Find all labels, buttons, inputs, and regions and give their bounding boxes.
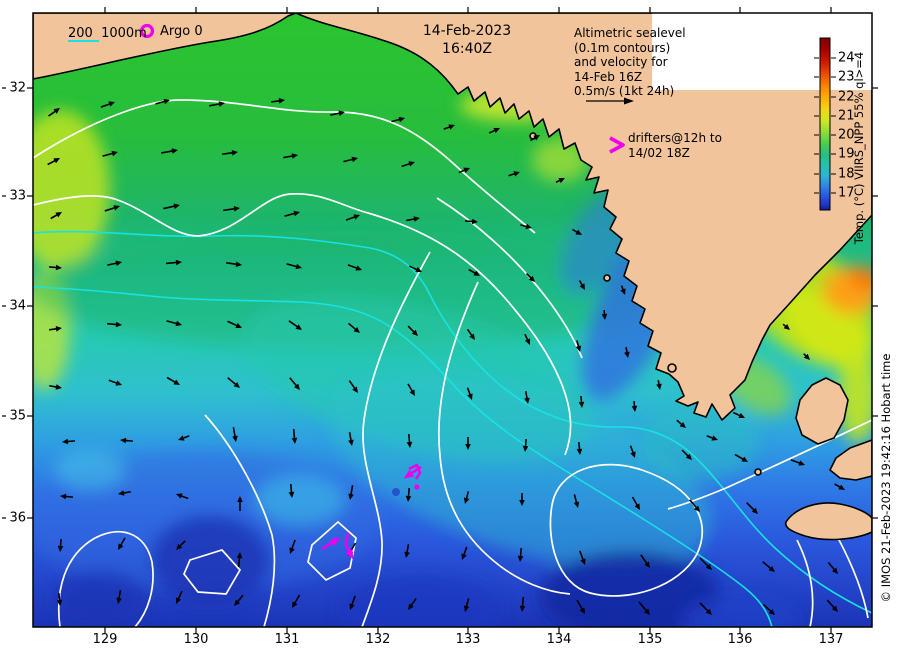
tick-label: 20	[838, 127, 855, 143]
tick-label: 135	[637, 632, 663, 647]
tick-label: 21	[838, 108, 855, 124]
colorbar	[814, 37, 836, 211]
drifter-legend-icon	[609, 136, 625, 154]
tick-label: 132	[365, 632, 391, 647]
tick-label: 32	[9, 80, 26, 96]
map-interior	[33, 13, 872, 627]
map-time-title: 16:40Z	[442, 41, 492, 57]
tick-label: 18	[838, 166, 855, 182]
tick-label: 36	[9, 510, 26, 526]
drifter-tracks	[321, 463, 422, 560]
tick-label: 22	[838, 89, 855, 105]
tick-label: 34	[9, 298, 26, 314]
sealevel-contours	[33, 99, 872, 627]
tick-label: 17	[838, 185, 855, 201]
velocity-scale-arrow	[586, 97, 634, 105]
tick-label: 23	[838, 69, 855, 85]
map-date-title: 14-Feb-2023	[422, 23, 512, 39]
axis-ticks	[2, 7, 878, 633]
colorbar-gradient	[819, 37, 831, 211]
credit-text: © IMOS 21-Feb-2023 19:42:16 Hobart time	[879, 353, 893, 603]
tick-label: 24	[838, 50, 855, 66]
argo-legend-label: Argo 0	[160, 24, 203, 39]
kangaroo-island	[784, 502, 872, 541]
argo-float-icon	[139, 23, 155, 39]
fleurieu-coast	[829, 439, 872, 481]
tick-label: 133	[455, 632, 481, 647]
altimetric-annotation: Altimetric sealevel (0.1m contours) and ve…	[574, 26, 686, 98]
mainland-coast	[33, 13, 872, 421]
tick-label: 136	[727, 632, 753, 647]
depth-contours-legend-label: 200 1000m	[68, 26, 147, 41]
velocity-arrow-field	[47, 98, 845, 615]
tick-label: 137	[818, 632, 844, 647]
tick-label: 134	[546, 632, 572, 647]
tick-label: 35	[9, 408, 26, 424]
tick-label: 19	[838, 146, 855, 162]
tick-label: 129	[92, 632, 118, 647]
tick-label: 130	[183, 632, 209, 647]
colorbar-ticks	[814, 57, 836, 194]
tick-label: 131	[274, 632, 300, 647]
sst-anomaly-blobs	[33, 89, 872, 627]
land-masses	[33, 13, 872, 541]
map-frame	[32, 12, 873, 628]
yorke-peninsula	[795, 377, 849, 445]
tick-label: 33	[9, 188, 26, 204]
drifter-annotation: drifters@12h to 14/02 18Z	[628, 131, 722, 160]
